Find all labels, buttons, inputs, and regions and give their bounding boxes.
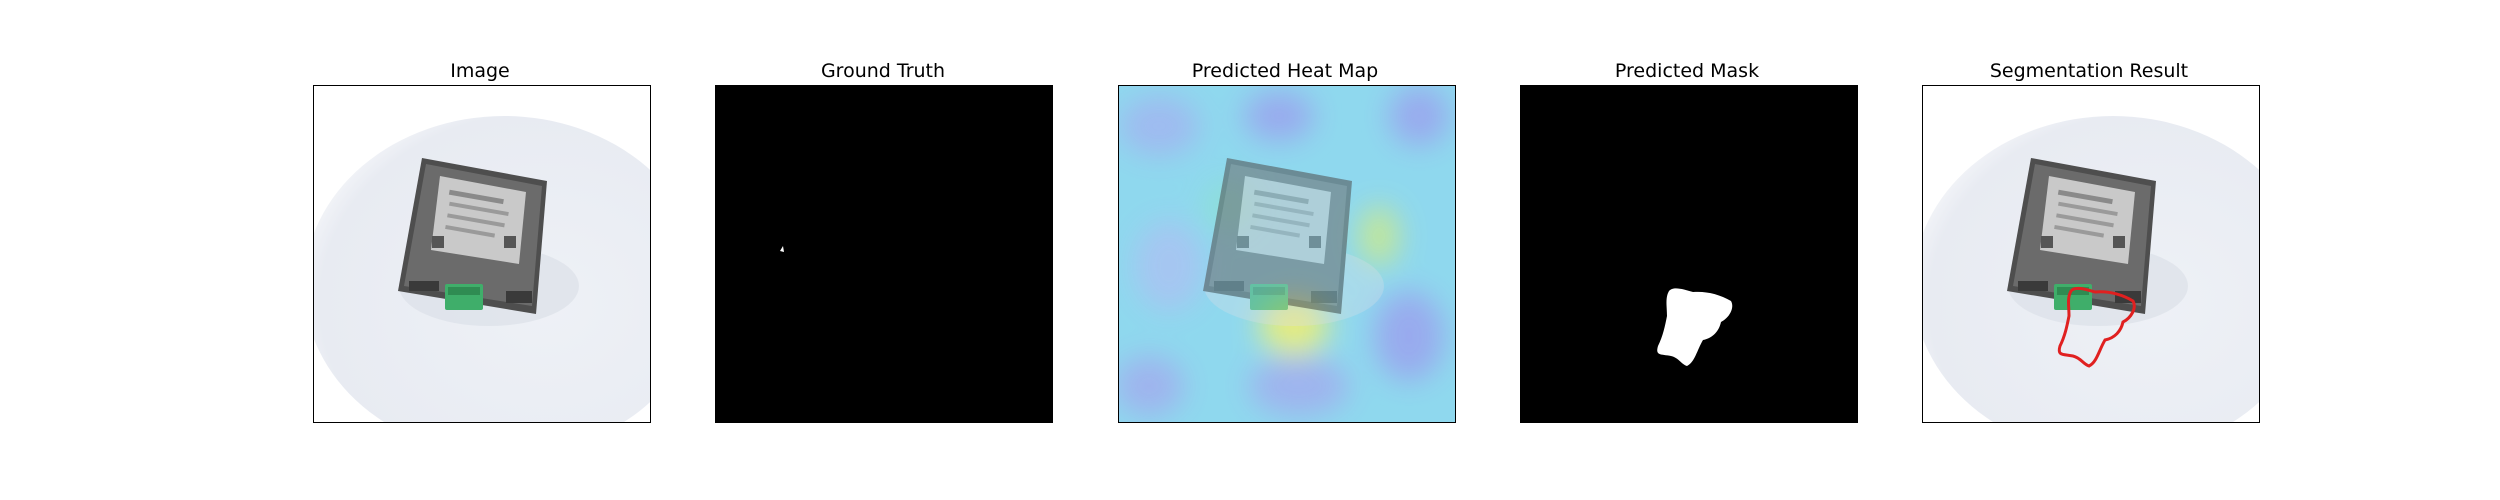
image-panel xyxy=(313,85,651,423)
panel-title-ground-truth: Ground Truth xyxy=(820,60,946,82)
predicted-mask-panel xyxy=(1520,85,1858,423)
predicted-heat-map xyxy=(1119,86,1455,422)
ground-truth-panel xyxy=(715,85,1053,423)
panel-title-segmentation-result: Segmentation Result xyxy=(1989,60,2189,82)
panel-title-heat-map: Predicted Heat Map xyxy=(1191,60,1379,82)
heat-map-panel xyxy=(1118,85,1456,423)
predicted-mask xyxy=(1521,86,1857,422)
ground-truth-mask xyxy=(716,86,1052,422)
segmentation-result-panel xyxy=(1922,85,2260,423)
predicted-mask-region xyxy=(1657,288,1733,366)
ground-truth-defect-spot xyxy=(780,246,784,252)
panel-title-image: Image xyxy=(450,60,510,82)
segmentation-result-image xyxy=(1923,86,2259,422)
panel-title-predicted-mask: Predicted Mask xyxy=(1614,60,1760,82)
segmentation-contour xyxy=(2057,286,2136,368)
input-image xyxy=(314,86,650,422)
